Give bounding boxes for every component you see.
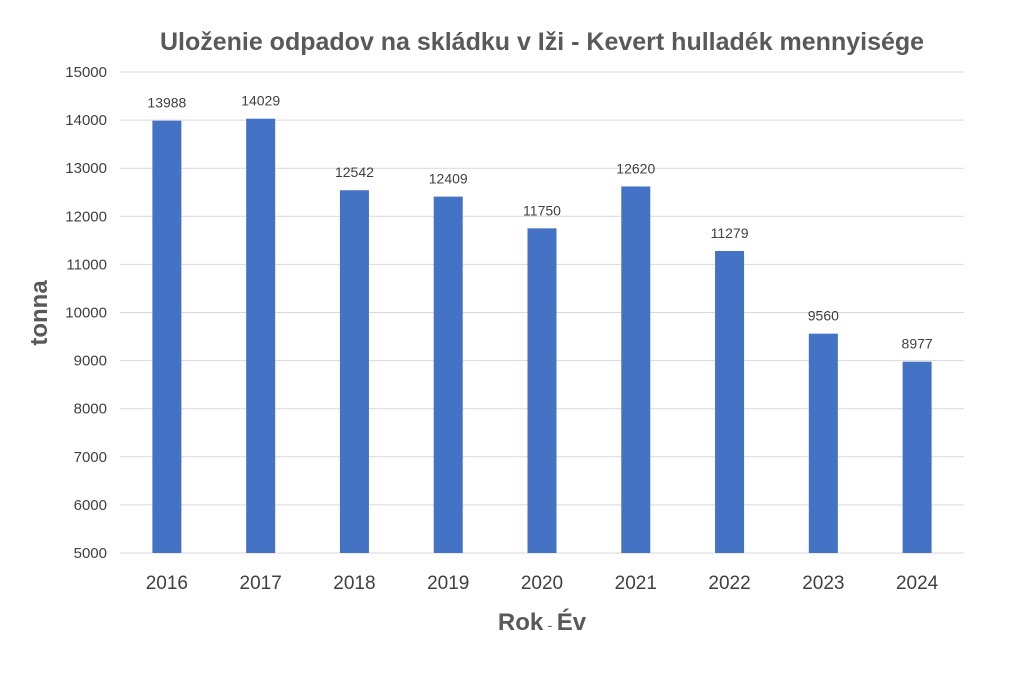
x-tick-label: 2018 [333, 573, 375, 594]
x-axis-title-alt: Év [557, 608, 587, 636]
data-label: 13988 [147, 95, 186, 111]
y-axis-title: tonna [26, 280, 53, 346]
x-axis-title-separator: - [548, 617, 553, 633]
data-labels: 13988 14029 12542 12409 11750 12620 11279 9560 8… [147, 93, 932, 352]
bars [152, 118, 932, 554]
bar [152, 120, 182, 554]
y-tick-label: 7000 [74, 449, 107, 466]
bar [902, 361, 932, 553]
chart-title: Uloženie odpadov na skládku v Iži - Keve… [160, 28, 924, 56]
data-label: 11750 [523, 202, 561, 218]
x-tick-label: 2024 [896, 573, 939, 594]
x-tick-label: 2016 [146, 573, 188, 594]
x-tick-label: 2022 [708, 573, 750, 594]
y-tick-label: 13000 [65, 160, 107, 177]
y-tick-label: 8000 [74, 401, 107, 418]
y-tick-label: 10000 [65, 305, 107, 322]
x-axis-title: Rok - Év [498, 608, 587, 636]
bar [246, 118, 276, 553]
y-tick-label: 15000 [65, 64, 107, 81]
x-tick-label: 2021 [615, 573, 657, 594]
bar [527, 228, 557, 553]
x-tick-label: 2019 [427, 573, 469, 594]
x-tick-label: 2020 [521, 573, 563, 594]
x-tick-label: 2017 [240, 573, 282, 594]
bar [715, 250, 745, 553]
data-label: 12409 [429, 171, 468, 187]
y-tick-label: 6000 [74, 497, 107, 514]
y-tick-label: 11000 [66, 256, 107, 273]
data-label: 11279 [711, 225, 749, 241]
x-tick-label: 2023 [802, 573, 844, 594]
bar [621, 186, 651, 553]
x-axis-ticks: 2016 2017 2018 2019 2020 2021 2022 2023 2024 [146, 573, 939, 594]
y-tick-label: 5000 [74, 545, 107, 562]
y-tick-label: 12000 [65, 208, 107, 225]
bar [808, 333, 838, 553]
y-tick-label: 14000 [65, 112, 107, 129]
x-axis-title-main: Rok [498, 609, 544, 636]
y-tick-label: 9000 [74, 353, 107, 370]
data-label: 12620 [616, 160, 655, 176]
bar [339, 190, 369, 553]
data-label: 9560 [808, 308, 839, 324]
data-label: 8977 [902, 336, 933, 352]
bar [433, 196, 463, 553]
data-label: 12542 [335, 164, 374, 180]
y-axis-ticks: 5000 6000 7000 8000 9000 10000 11000 12000 13000… [65, 64, 107, 562]
data-label: 14029 [241, 93, 280, 109]
